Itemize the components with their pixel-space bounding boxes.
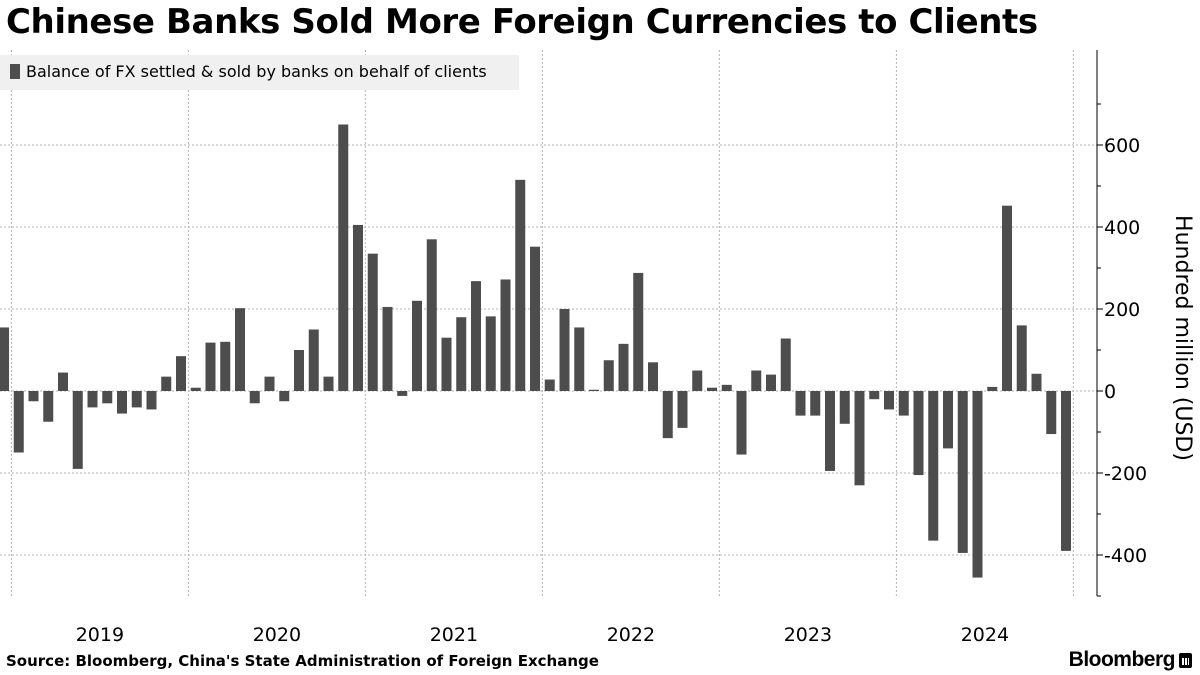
bar (943, 391, 953, 449)
bar (662, 391, 673, 439)
y-axis-title: Hundred million (USD) (1170, 215, 1195, 461)
y-tick-label: 0 (1104, 381, 1116, 403)
bar (795, 391, 806, 416)
bar (957, 391, 968, 553)
y-tick-label: -400 (1104, 545, 1147, 567)
bar (235, 308, 245, 391)
bar (43, 391, 54, 422)
bar (633, 272, 644, 391)
bar (117, 391, 127, 414)
bar (648, 362, 658, 391)
bar (338, 124, 349, 391)
bar (294, 350, 304, 391)
x-tick-label: 2020 (253, 624, 301, 646)
y-tick-label: -200 (1104, 463, 1147, 485)
x-tick-label: 2023 (784, 624, 832, 646)
bar (220, 341, 231, 391)
bar (559, 309, 570, 391)
source-note: Source: Bloomberg, China's State Adminis… (6, 652, 599, 670)
bloomberg-chart-icon (1179, 652, 1192, 668)
bar (205, 342, 216, 391)
bar (441, 337, 452, 391)
bar (810, 391, 821, 416)
bar (766, 374, 776, 391)
legend-label: Balance of FX settled & sold by banks on… (26, 62, 487, 81)
bar (382, 306, 393, 391)
bar (589, 389, 599, 391)
bar (987, 386, 998, 391)
bar (544, 379, 555, 391)
bar (161, 376, 172, 391)
y-tick-label: 600 (1104, 135, 1140, 157)
bar (1002, 205, 1012, 391)
bar (102, 391, 113, 404)
bar (72, 391, 83, 469)
x-tick-label: 2024 (961, 624, 1009, 646)
bar (1061, 391, 1071, 551)
bar (692, 370, 703, 391)
bar (603, 360, 614, 391)
bar (471, 281, 481, 391)
bar (58, 372, 68, 391)
bar (677, 391, 688, 428)
y-tick-label: 400 (1104, 217, 1140, 239)
bar (574, 327, 585, 391)
bar (972, 391, 983, 578)
bar (249, 391, 260, 404)
bar (131, 391, 142, 408)
chart-title: Chinese Banks Sold More Foreign Currenci… (6, 2, 1038, 42)
bar (176, 356, 186, 391)
y-tick-label: 200 (1104, 299, 1140, 321)
bar (884, 391, 894, 410)
bars-layer (0, 124, 1071, 578)
bar (308, 329, 319, 391)
bar (353, 224, 363, 391)
bar (869, 391, 880, 400)
bar (367, 253, 378, 391)
bar (515, 179, 526, 391)
legend: Balance of FX settled & sold by banks on… (0, 55, 519, 90)
legend-swatch (10, 64, 20, 79)
bar (190, 387, 201, 391)
bar (146, 391, 157, 410)
bar (751, 370, 762, 391)
bar (736, 391, 747, 455)
bar (530, 246, 540, 391)
x-tick-label: 2021 (430, 624, 478, 646)
bar (500, 279, 511, 391)
brand-name: Bloomberg (1068, 648, 1176, 671)
bar (456, 317, 467, 391)
bar (1031, 373, 1042, 391)
bar (707, 387, 717, 391)
bar (839, 391, 850, 424)
bar (87, 391, 98, 408)
bar (825, 391, 835, 471)
bar (412, 300, 422, 391)
bar (397, 391, 408, 396)
bar (618, 343, 629, 391)
bar (721, 384, 732, 391)
bar (780, 338, 791, 391)
bar (485, 316, 496, 391)
bar (928, 391, 939, 541)
bar (323, 376, 334, 391)
bar (854, 391, 865, 486)
bar (913, 391, 924, 476)
bar (898, 391, 909, 416)
bar (279, 391, 290, 402)
bar (28, 391, 39, 402)
x-tick-label: 2019 (76, 624, 124, 646)
y-axis: 600 400 200 0 -200 -400 2019 2020 2021 2022 2023 20… (76, 50, 1147, 646)
bar (426, 239, 437, 391)
legend-background (0, 55, 519, 90)
x-tick-label: 2022 (607, 624, 655, 646)
bar (264, 376, 275, 391)
bar (1016, 325, 1027, 391)
bar (0, 327, 9, 391)
bar (13, 391, 24, 453)
bar (1046, 391, 1057, 435)
brand-logo: Bloomberg (1069, 648, 1192, 672)
